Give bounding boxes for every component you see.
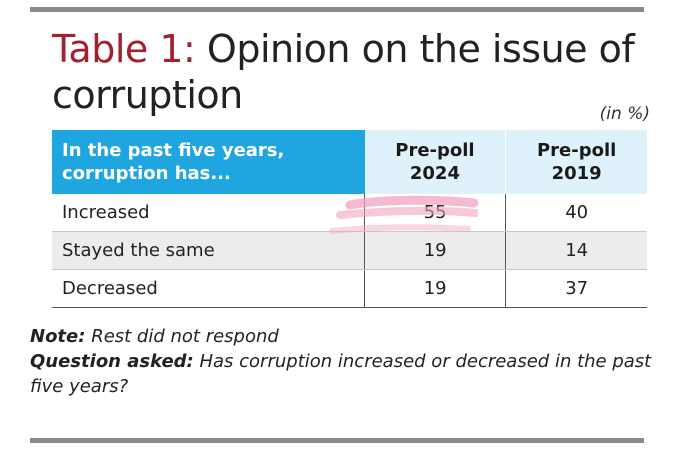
unit-note: (in %) [599,104,650,124]
note-label: Note: [30,326,86,347]
row-label: Stayed the same [52,231,365,270]
opinion-table: In the past five years, corruption has..… [52,130,647,308]
table-row: Decreased 19 37 [52,269,647,308]
table-title-text: Opinion on the issue of corruption [52,27,635,117]
value-2019: 14 [505,231,647,270]
row-label: Decreased [52,269,365,308]
question-text: Has corruption increased or decreased in… [30,351,652,397]
value-2024: 19 [364,269,506,308]
notes-block: Note: Rest did not respond Question aske… [30,324,660,399]
value-2024: 19 [364,231,506,270]
header-question: In the past five years, corruption has..… [52,130,365,194]
question-line: Question asked: Has corruption increased… [30,349,660,399]
table-title: Table 1: Opinion on the issue of corrupt… [52,26,652,118]
row-label: Increased [52,194,365,232]
value-2019: 40 [505,194,647,232]
header-pre-poll-2024: Pre-poll 2024 [364,130,506,194]
table-header-row: In the past five years, corruption has..… [52,130,647,194]
table-row: Stayed the same 19 14 [52,231,647,270]
table-title-label: Table 1: [52,27,196,71]
header-pre-poll-2019: Pre-poll 2019 [505,130,647,194]
top-rule [30,7,644,12]
value-2024: 55 [364,194,506,232]
note-line: Note: Rest did not respond [30,324,660,349]
question-label: Question asked: [30,351,194,372]
bottom-rule [30,438,644,443]
note-text: Rest did not respond [91,326,279,347]
value-2019: 37 [505,269,647,308]
table-row: Increased 55 40 [52,194,647,232]
